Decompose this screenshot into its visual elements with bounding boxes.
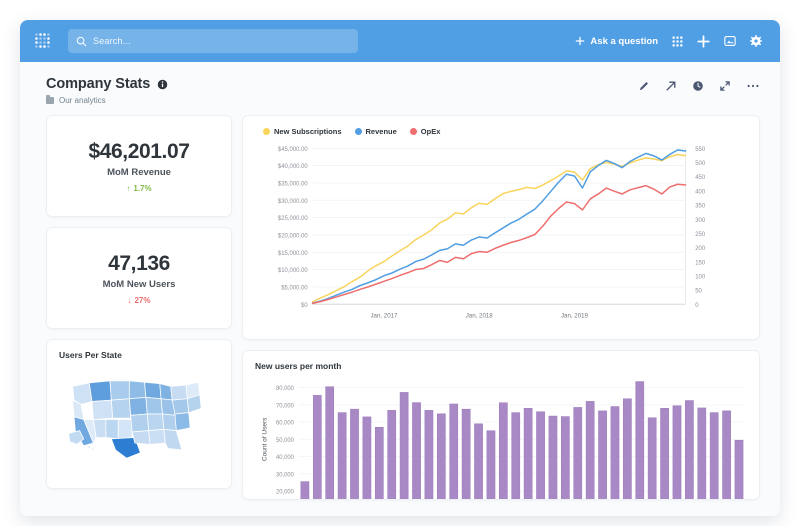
bar-chart-card[interactable]: New users per month 20,000 30,000 40,000 50… — [242, 350, 760, 500]
plus-icon — [575, 36, 585, 46]
dashboard-grid: $46,201.07 MoM Revenue ↑ 1.7% 47,136 MoM… — [20, 115, 780, 500]
page-title: Company Stats — [46, 76, 151, 92]
scalar-card-revenue[interactable]: $46,201.07 MoM Revenue ↑ 1.7% — [46, 115, 232, 217]
app-window: Search... Ask a question — [20, 20, 780, 516]
gear-icon[interactable] — [750, 35, 762, 47]
svg-text:30,000: 30,000 — [276, 472, 295, 478]
svg-text:$30,000.00: $30,000.00 — [278, 198, 308, 205]
svg-text:$35,000.00: $35,000.00 — [278, 180, 308, 187]
svg-text:550: 550 — [695, 146, 705, 153]
svg-text:$10,000.00: $10,000.00 — [278, 267, 308, 274]
bar-chart-plot[interactable]: 20,000 30,000 40,000 50,000 60,000 70,000 80,0… — [255, 375, 749, 499]
dashboard-image-icon[interactable] — [724, 35, 736, 47]
svg-text:80,000: 80,000 — [276, 386, 295, 392]
pencil-icon[interactable] — [638, 80, 650, 92]
right-column: New Subscriptions Revenue OpEx $0 $5,000.… — [242, 115, 760, 500]
svg-text:300: 300 — [695, 217, 705, 224]
legend-label: OpEx — [420, 127, 441, 136]
dashboard-actions — [638, 76, 760, 92]
svg-text:$15,000.00: $15,000.00 — [278, 250, 308, 257]
scalar-value: $46,201.07 — [88, 139, 190, 163]
top-navigation-bar: Search... Ask a question — [20, 20, 780, 62]
state-texas — [110, 437, 141, 459]
state-alaska — [68, 430, 85, 445]
legend-swatch — [409, 128, 417, 135]
grid-icon[interactable] — [672, 36, 683, 47]
ask-a-question-label: Ask a question — [590, 35, 658, 47]
svg-text:Jan, 2017: Jan, 2017 — [370, 312, 397, 319]
legend-item-opex[interactable]: OpEx — [409, 127, 441, 136]
breadcrumb-label: Our analytics — [59, 96, 106, 105]
legend-label: New Subscriptions — [274, 127, 342, 136]
legend-item-revenue[interactable]: Revenue — [354, 127, 397, 136]
top-nav-actions: Ask a question — [575, 34, 766, 48]
trend-value: 1.7% — [133, 183, 152, 193]
legend-swatch — [354, 128, 362, 135]
dashboard-title-block: Company Stats Our analytics — [46, 76, 168, 105]
svg-text:0: 0 — [695, 302, 699, 309]
scalar-label: MoM New Users — [102, 278, 176, 290]
scalar-label: MoM Revenue — [107, 166, 171, 178]
card-title: New users per month — [255, 361, 342, 371]
svg-text:40,000: 40,000 — [276, 455, 295, 461]
state-hawaii — [87, 445, 92, 449]
svg-text:200: 200 — [695, 245, 705, 252]
dashboard-header: Company Stats Our analytics — [20, 62, 780, 115]
share-arrow-icon[interactable] — [665, 80, 677, 92]
svg-text:Jan, 2019: Jan, 2019 — [561, 312, 588, 319]
metabase-logo[interactable] — [34, 32, 52, 50]
scalar-card-new-users[interactable]: 47,136 MoM New Users ↓ 27% — [46, 227, 232, 329]
svg-text:450: 450 — [695, 174, 705, 181]
search-icon — [76, 36, 87, 47]
clock-icon[interactable] — [692, 80, 704, 92]
search-placeholder: Search... — [93, 36, 131, 46]
svg-text:70,000: 70,000 — [276, 403, 295, 409]
svg-text:50: 50 — [695, 288, 702, 295]
svg-text:$20,000.00: $20,000.00 — [278, 232, 308, 239]
svg-text:Jan, 2018: Jan, 2018 — [466, 312, 493, 319]
ask-a-question-button[interactable]: Ask a question — [575, 36, 658, 47]
svg-text:400: 400 — [695, 188, 705, 195]
svg-text:50,000: 50,000 — [276, 438, 295, 444]
expand-icon[interactable] — [719, 80, 731, 92]
scalar-value: 47,136 — [108, 251, 170, 275]
chart-legend: New Subscriptions Revenue OpEx — [251, 125, 751, 140]
breadcrumb[interactable]: Our analytics — [46, 95, 168, 105]
svg-text:60,000: 60,000 — [276, 421, 295, 427]
line-chart-card[interactable]: New Subscriptions Revenue OpEx $0 $5,000.… — [242, 115, 760, 340]
svg-text:100: 100 — [695, 273, 705, 280]
plus-icon-new[interactable] — [697, 34, 710, 48]
svg-text:$0: $0 — [301, 302, 308, 309]
svg-text:150: 150 — [695, 259, 705, 266]
legend-item-new-subscriptions[interactable]: New Subscriptions — [263, 127, 342, 136]
us-choropleth-map[interactable] — [59, 362, 219, 466]
left-column: $46,201.07 MoM Revenue ↑ 1.7% 47,136 MoM… — [46, 115, 232, 500]
svg-text:$5,000.00: $5,000.00 — [281, 284, 308, 291]
info-icon[interactable] — [157, 79, 168, 90]
scalar-trend: ↑ 1.7% — [126, 184, 151, 193]
folder-icon — [46, 95, 54, 104]
svg-text:$40,000.00: $40,000.00 — [278, 163, 308, 170]
legend-label: Revenue — [365, 127, 397, 136]
svg-text:$45,000.00: $45,000.00 — [278, 146, 308, 153]
svg-text:500: 500 — [695, 160, 705, 167]
search-input[interactable]: Search... — [68, 29, 358, 53]
line-chart-plot[interactable]: $0 $5,000.00 $10,000.00 $15,000.00 $20,000.0… — [251, 140, 751, 335]
trend-up-arrow-icon: ↑ — [126, 183, 131, 193]
us-map-svg — [68, 380, 202, 459]
svg-text:250: 250 — [695, 231, 705, 238]
legend-swatch — [263, 128, 270, 135]
scalar-trend: ↓ 27% — [127, 296, 150, 305]
ellipsis-icon[interactable] — [746, 80, 760, 92]
svg-text:20,000: 20,000 — [276, 490, 295, 496]
map-card-users-per-state[interactable]: Users Per State — [46, 339, 232, 489]
trend-down-arrow-icon: ↓ — [127, 295, 132, 305]
trend-value: 27% — [134, 295, 151, 305]
card-title: Users Per State — [59, 350, 122, 360]
svg-text:Count of Users: Count of Users — [262, 418, 269, 461]
svg-text:350: 350 — [695, 202, 705, 209]
svg-text:$25,000.00: $25,000.00 — [278, 215, 308, 222]
